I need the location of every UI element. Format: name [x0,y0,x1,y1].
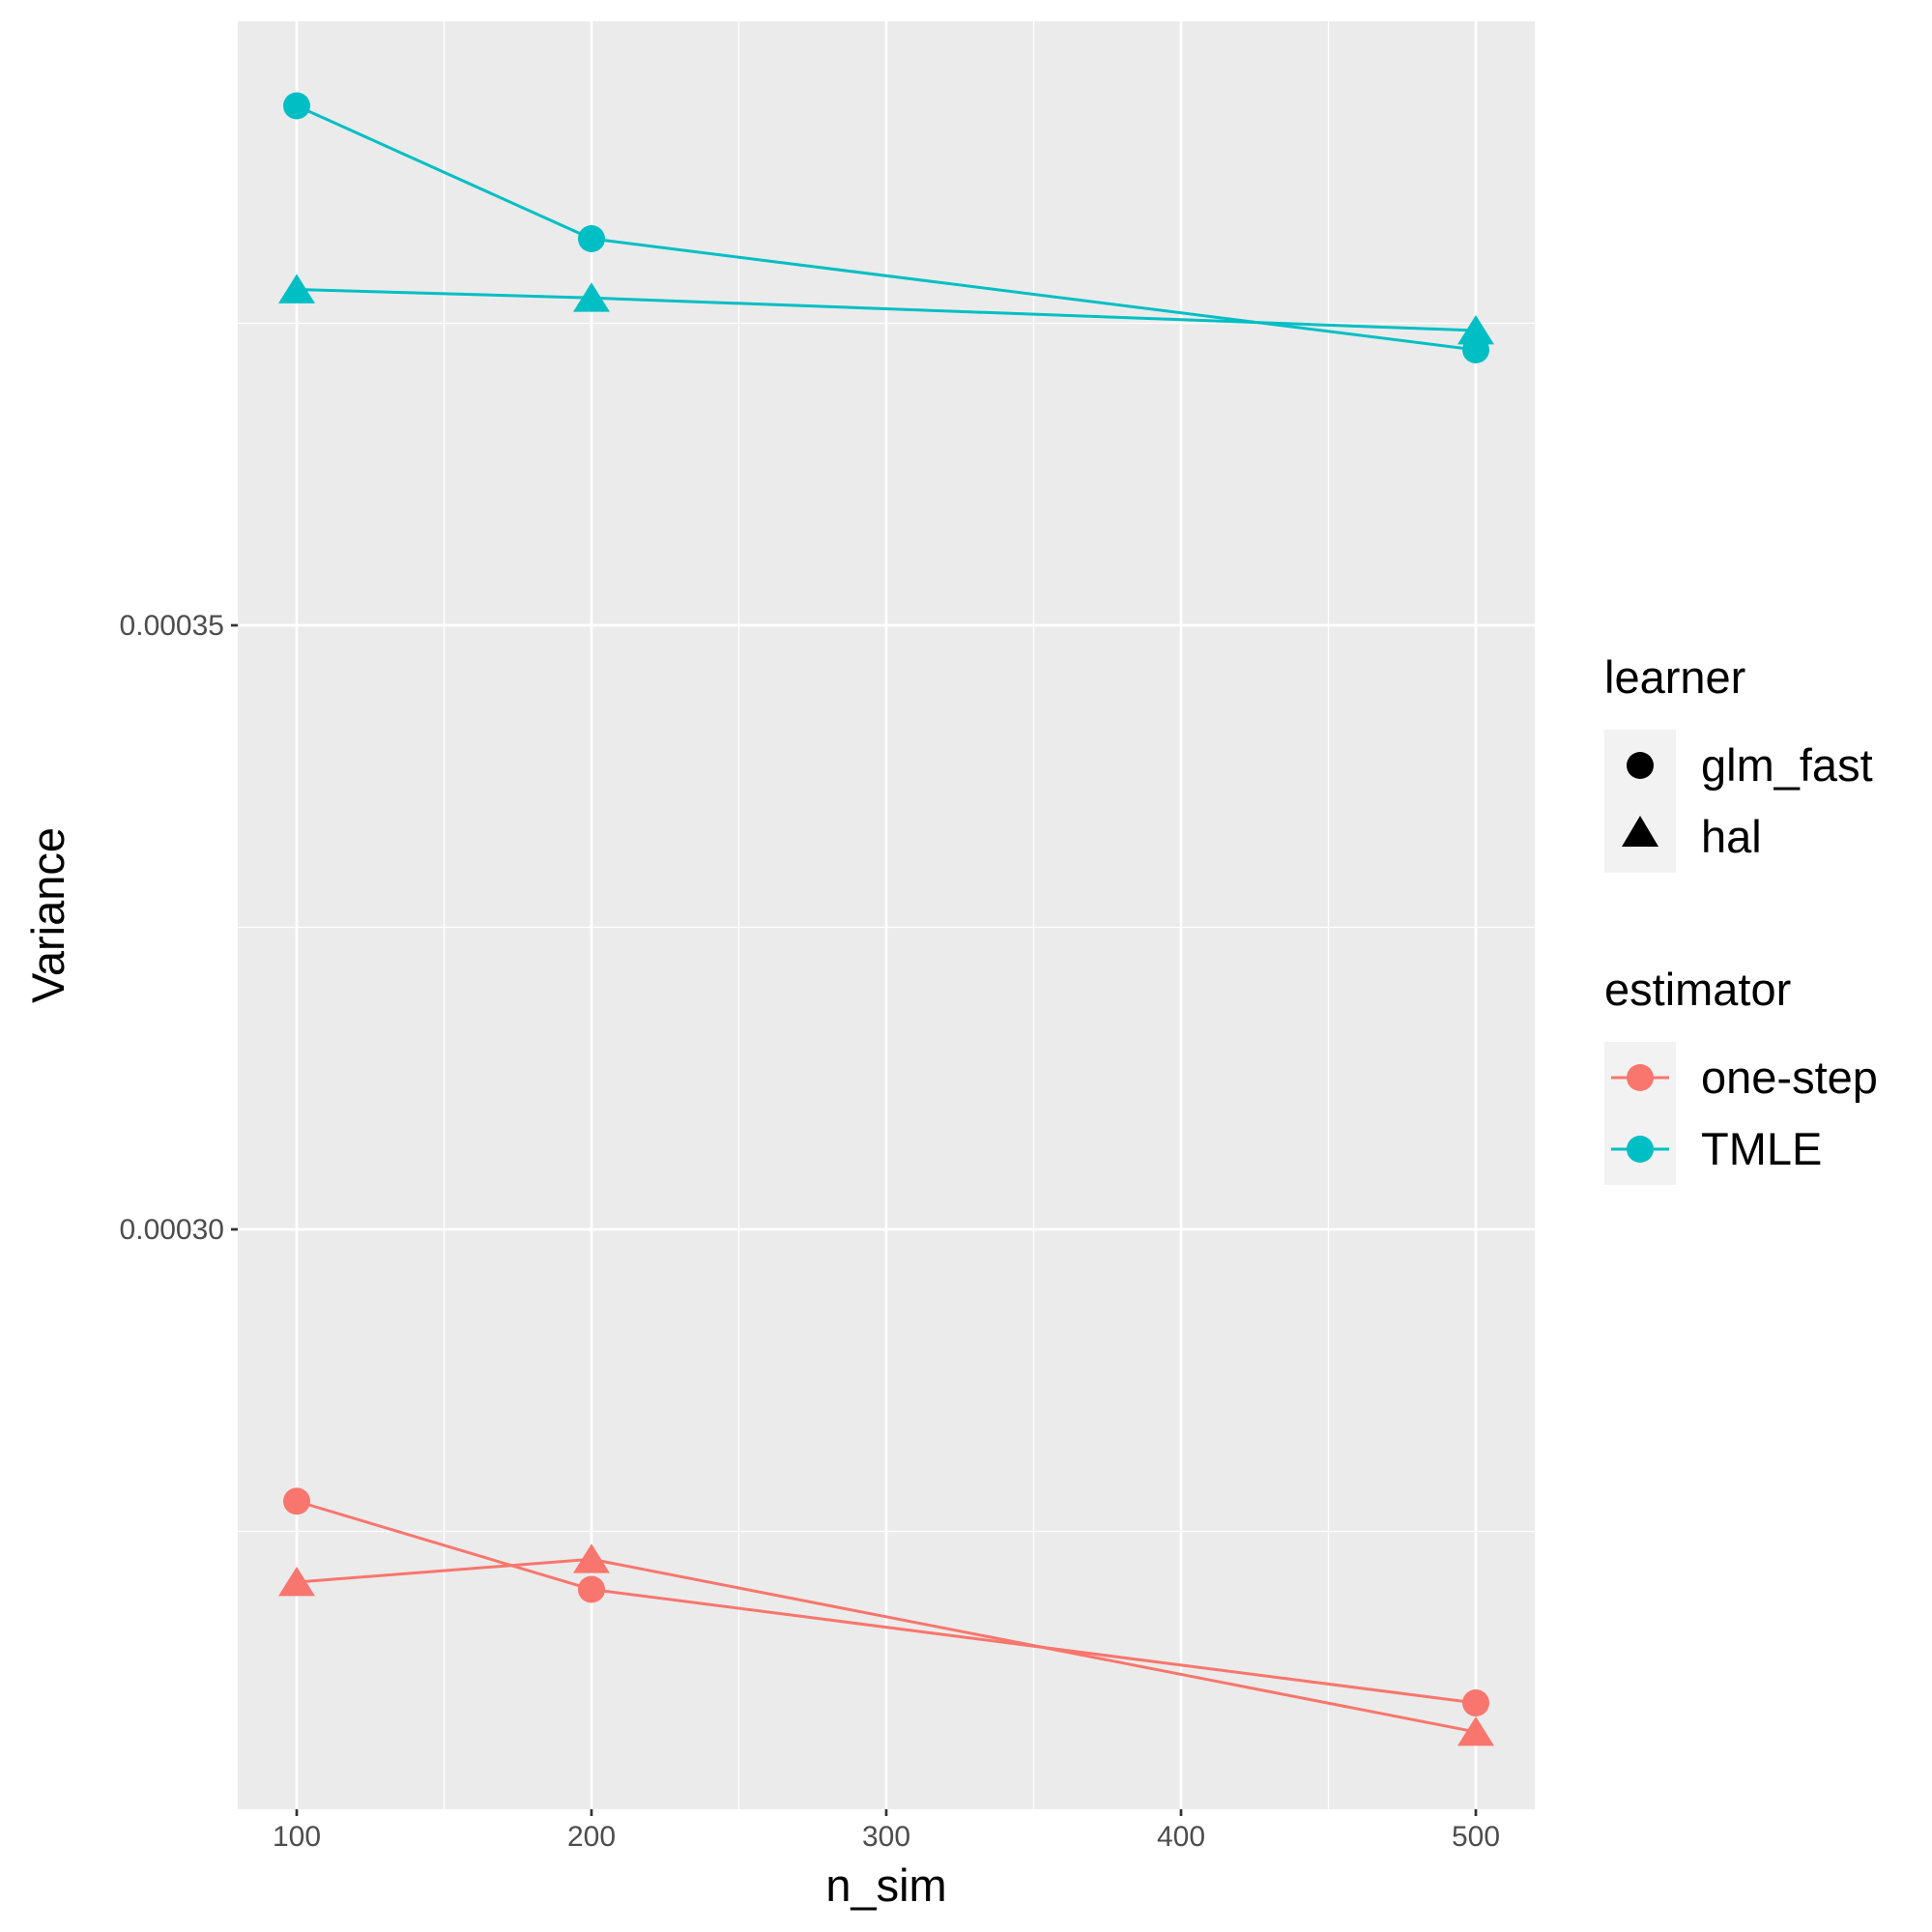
point-one-step-hal [1457,1716,1494,1746]
x-axis-title: n_sim [825,1860,946,1911]
x-tick-label: 300 [862,1821,910,1853]
y-tick-label: 0.00030 [120,1214,224,1246]
point-tmle-hal [1457,315,1494,345]
x-tick-label: 500 [1452,1821,1500,1853]
point-tmle-hal [278,274,315,303]
legend-label-glm-fast: glm_fast [1701,739,1873,791]
x-tick-label: 100 [273,1821,321,1853]
legend-label-one-step: one-step [1701,1052,1878,1103]
x-tick-label: 400 [1157,1821,1205,1853]
point-tmle-glm-fast [283,92,310,120]
legend-learner-title: learner [1604,651,1745,703]
point-one-step-hal [573,1543,610,1573]
legend-label-hal: hal [1701,811,1762,862]
y-tick-label: 0.00035 [120,610,224,642]
legend-point-tmle-icon [1627,1136,1654,1163]
point-one-step-glm-fast [1462,1689,1489,1716]
legend-label-tmle: TMLE [1701,1123,1822,1174]
point-tmle-glm-fast [578,225,605,252]
y-axis-title: Variance [22,827,73,1003]
legend-learner: learner glm_fast hal [1604,651,1873,873]
y-axis: 0.00030 0.00035 [120,610,238,1246]
legend-circle-icon [1627,752,1654,779]
x-axis: 100 200 300 400 500 [273,1809,1500,1853]
legend-point-one-step-icon [1627,1064,1654,1091]
x-tick-label: 200 [567,1821,616,1853]
legend-triangle-icon [1622,816,1658,847]
point-one-step-glm-fast [283,1487,310,1515]
point-one-step-hal [278,1567,315,1597]
point-one-step-glm-fast [578,1575,605,1603]
point-tmle-hal [573,282,610,312]
legend-estimator-title: estimator [1604,964,1791,1015]
series-points [278,92,1494,1746]
legend-estimator: estimator one-step TMLE [1604,964,1878,1185]
